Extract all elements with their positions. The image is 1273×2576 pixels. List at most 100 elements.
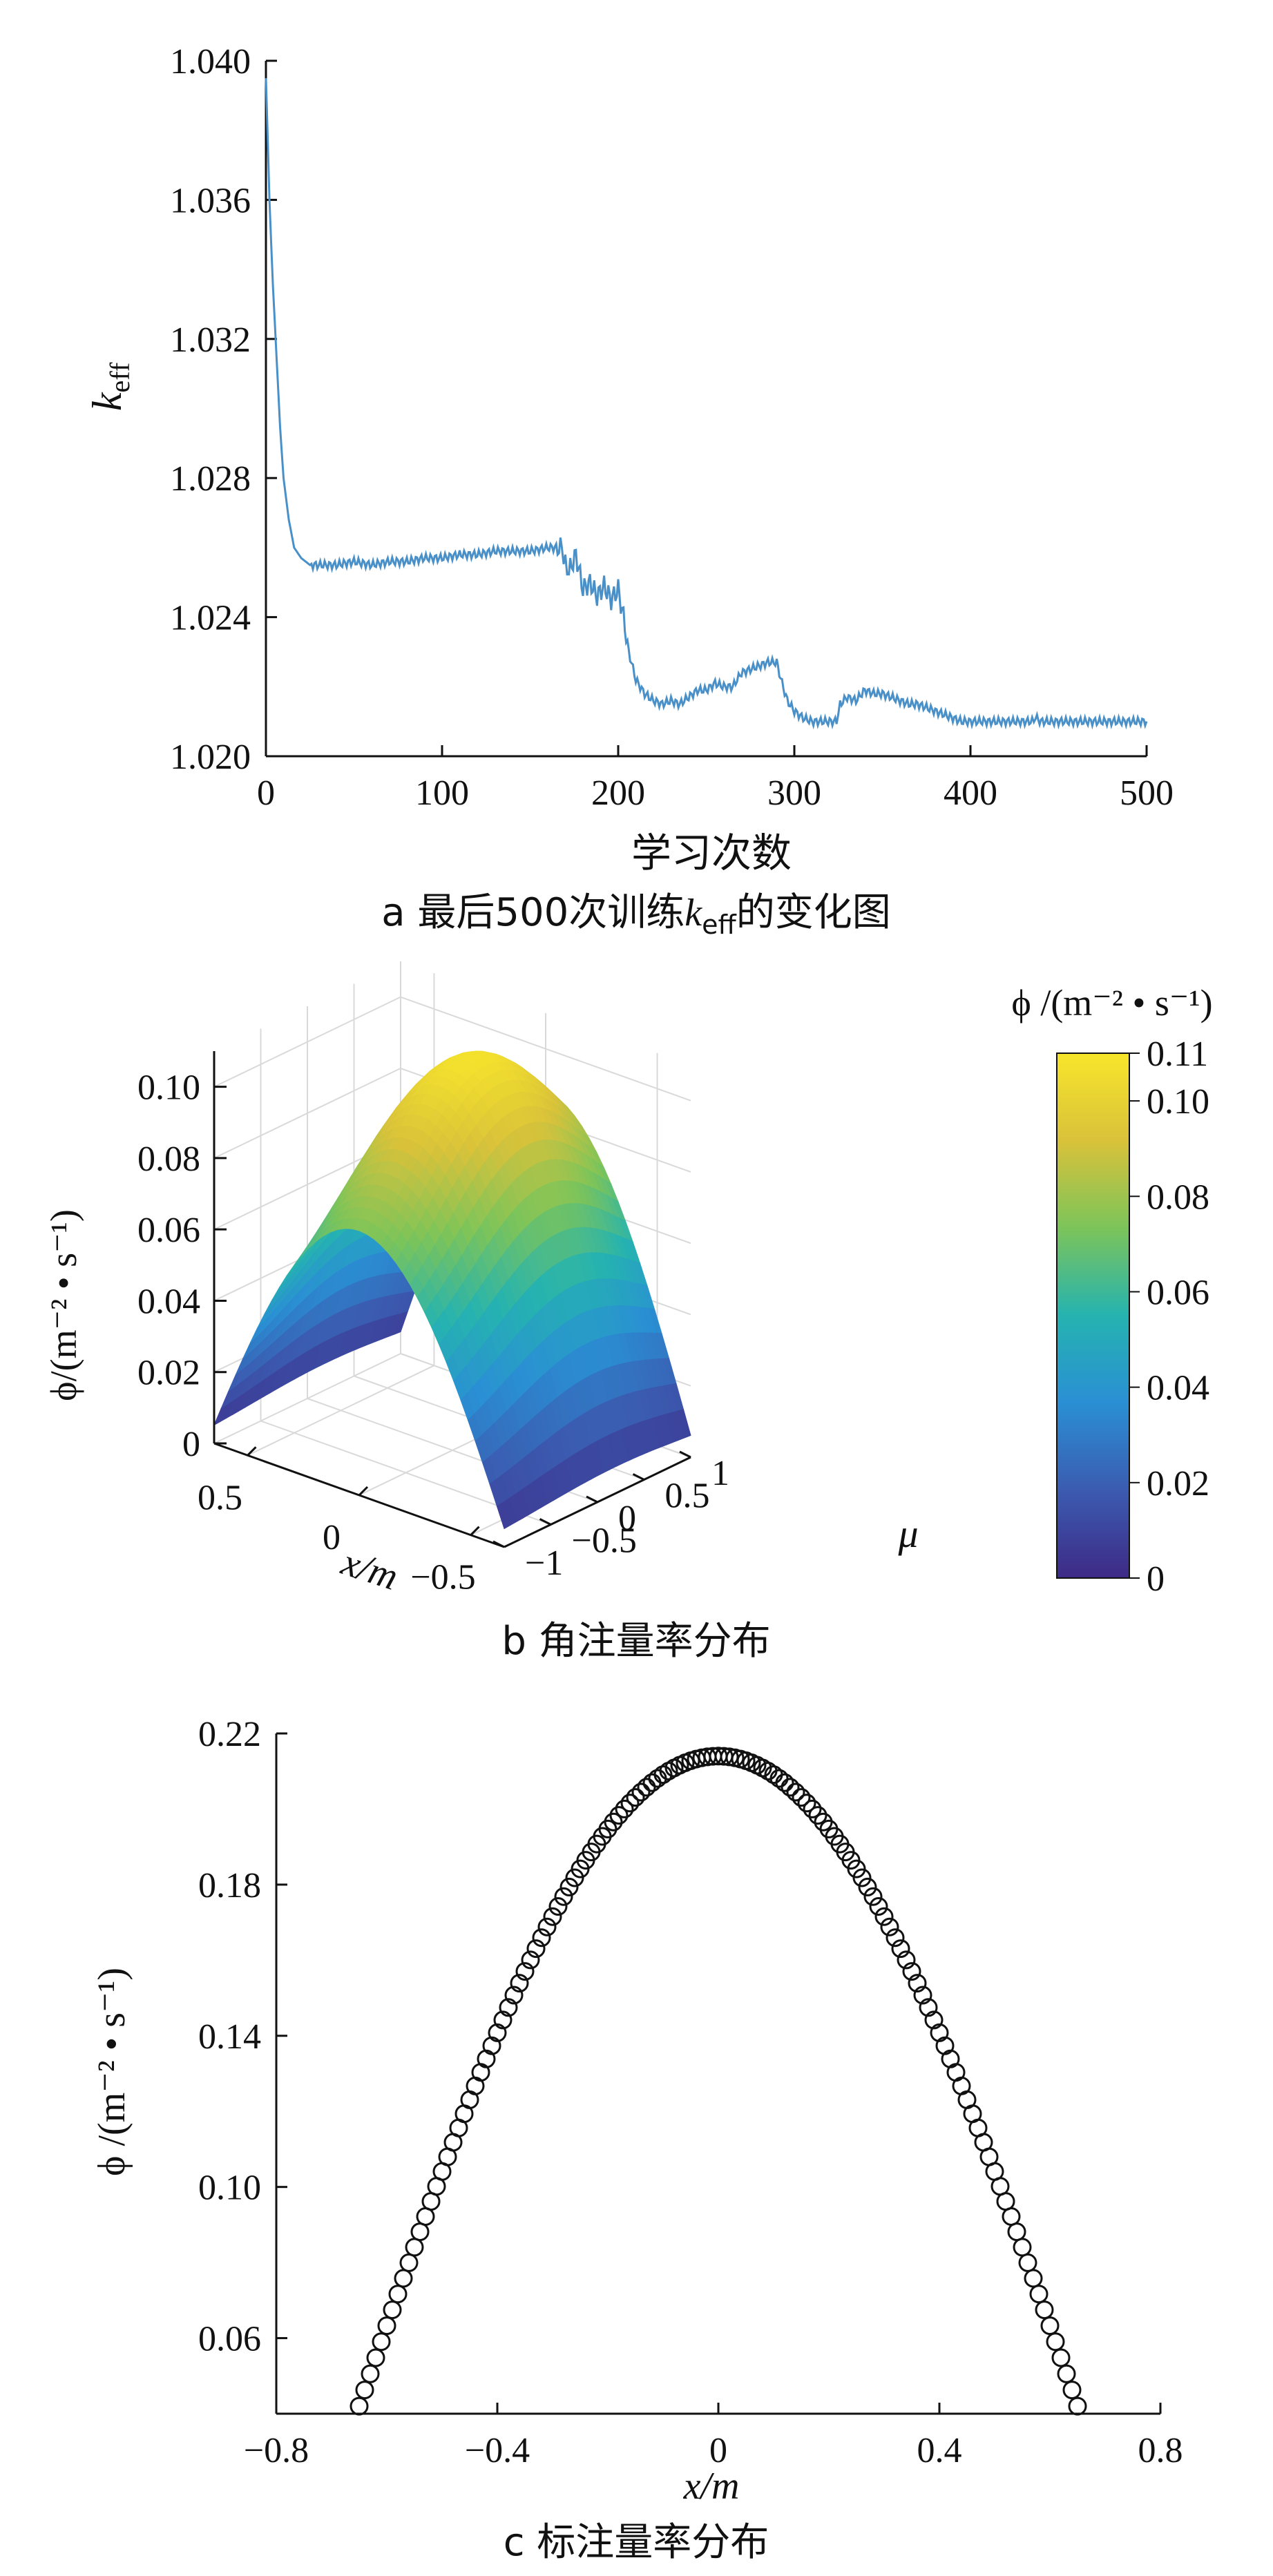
scalar-flux-point	[631, 1782, 651, 1802]
panel-c-y-axis-label: ϕ /(m⁻² • s⁻¹)	[90, 1968, 133, 2176]
panel-a-y-axis-label: keff	[84, 362, 135, 411]
scalar-flux-point	[863, 1887, 883, 1906]
panel-c-x-axis-label: x/m	[683, 2465, 740, 2508]
panel-a-x-axis-label: 学习次数	[631, 829, 792, 876]
panel-a-caption-prefix: a 最后500次训练	[381, 890, 685, 935]
scalar-flux-point	[377, 2316, 396, 2336]
panel-c-x-tick-label: 0	[709, 2431, 727, 2470]
scalar-flux-point	[924, 2010, 944, 2030]
scalar-flux-point	[615, 1799, 634, 1818]
scalar-flux-point	[897, 1950, 916, 1970]
scalar-flux-point	[642, 1773, 662, 1792]
scalar-flux-point	[532, 1928, 551, 1948]
scalar-flux-point	[908, 1974, 927, 1993]
panel-c-scalar-flux-chart: 0.060.100.140.180.22−0.8 −0.4 0 0.4 0.8 x/m …	[90, 1715, 1183, 2565]
panel-a-y-tick-label: 1.032	[170, 320, 251, 360]
panel-a-y-tick-label: 1.020	[170, 738, 251, 777]
panel-a-x-tick-label: 0	[257, 773, 275, 813]
scalar-flux-point	[1007, 2222, 1026, 2242]
scalar-flux-point	[521, 1950, 540, 1970]
panel-b-mu-tick-label: 1	[711, 1454, 729, 1493]
scalar-flux-point	[559, 1877, 579, 1896]
scalar-flux-point	[416, 2207, 435, 2226]
colorbar-title: ϕ /(m⁻² • s⁻¹)	[1011, 982, 1212, 1023]
panel-c-y-tick-label: 0.14	[198, 2017, 261, 2057]
scalar-flux-point	[350, 2396, 369, 2416]
panel-b-mu-tick	[632, 1473, 645, 1481]
colorbar	[1056, 1052, 1130, 1579]
scalar-flux-point	[919, 1998, 938, 2017]
scalar-flux-point	[361, 2364, 380, 2383]
panel-c-x-tick-label: 0.8	[1138, 2431, 1183, 2470]
scalar-flux-point	[869, 1897, 888, 1916]
panel-a-x-tick-label: 100	[415, 773, 469, 813]
scalar-flux-point	[609, 1806, 629, 1825]
panel-b-x-tick	[247, 1446, 257, 1457]
panel-c-x-tick-label: −0.4	[465, 2431, 530, 2470]
scalar-flux-point	[1013, 2238, 1032, 2257]
scalar-flux-point	[1062, 2381, 1082, 2400]
scalar-flux-point	[510, 1974, 529, 1993]
panel-b-z-tick-label: 0	[182, 1425, 200, 1464]
panel-c-y-tick-label: 0.18	[198, 1866, 261, 1905]
scalar-flux-point	[996, 2192, 1015, 2211]
scalar-flux-point	[537, 1917, 557, 1936]
scalar-flux-point	[493, 2010, 513, 2030]
angular-flux-surface	[213, 1050, 691, 1530]
panel-a-keff-chart: 1.020 1.024 1.028 1.032 1.036 1.040 0 100 200 300…	[84, 42, 1174, 940]
panel-b-z-tick-label: 0.06	[137, 1211, 200, 1250]
scalar-flux-point	[886, 1928, 905, 1948]
panel-b-mu-tick-label: 0.5	[665, 1477, 710, 1516]
panel-a-x-tick-label: 200	[591, 773, 645, 813]
panel-c-y-tick-label: 0.22	[198, 1715, 261, 1754]
panel-b-grid-line	[213, 1068, 401, 1159]
scalar-flux-point	[1068, 2396, 1087, 2416]
scalar-flux-point	[880, 1917, 899, 1936]
panel-b-x-tick-label: −0.5	[410, 1558, 475, 1597]
scalar-flux-point	[781, 1778, 800, 1797]
colorbar-tick-label: 0.10	[1147, 1082, 1209, 1122]
scalar-flux-point	[526, 1939, 546, 1959]
panel-a-y-tick-label: 1.040	[170, 42, 251, 81]
keff-series-line	[265, 78, 1148, 730]
scalar-flux-point	[1035, 2300, 1054, 2320]
panel-a-caption-sub: eff	[702, 910, 736, 940]
panel-b-mu-tick	[679, 1450, 691, 1459]
scalar-flux-point	[1057, 2364, 1076, 2383]
scalar-flux-point	[410, 2222, 430, 2242]
panel-a-y-tick-label: 1.024	[170, 599, 251, 638]
panel-b-z-tick-label: 0.02	[137, 1354, 200, 1393]
panel-b-mu-tick	[492, 1540, 505, 1548]
scalar-flux-point	[858, 1877, 877, 1896]
scalar-flux-point	[366, 2348, 385, 2367]
panel-b-grid-line	[213, 1353, 401, 1444]
scalar-flux-point	[1051, 2348, 1071, 2367]
scalar-flux-point	[499, 1998, 518, 2017]
panel-a-tick-labels: 1.020 1.024 1.028 1.032 1.036 1.040 0 100 200 300…	[170, 42, 1174, 813]
scalar-flux-point	[548, 1897, 568, 1916]
colorbar-tick-label: 0.08	[1147, 1178, 1209, 1217]
scalar-flux-point	[488, 2023, 507, 2042]
panel-c-y-tick-label: 0.06	[198, 2320, 261, 2359]
panel-b-tick-labels: 00.020.040.060.080.100.50−0.5 −1−0.500.51	[137, 1068, 729, 1597]
colorbar-tick-labels: 0 0.02 0.04 0.06 0.08 0.10 0.11	[1129, 1035, 1209, 1599]
scalar-flux-point	[913, 1986, 932, 2005]
panel-b-x-tick-label: 0.5	[198, 1478, 242, 1517]
scalar-flux-point	[383, 2300, 402, 2320]
panel-c-x-tick-label: −0.8	[244, 2431, 309, 2470]
scalar-flux-point	[891, 1939, 910, 1959]
panel-a-y-tick-label: 1.028	[170, 459, 251, 499]
scalar-flux-point	[394, 2269, 413, 2288]
panel-a-caption: a 最后500次训练keff的变化图	[381, 890, 890, 940]
panel-c-x-tick-label: 0.4	[917, 2431, 962, 2470]
scalar-flux-point	[399, 2253, 419, 2272]
panel-b-x-tick-label: 0	[323, 1518, 341, 1557]
scalar-flux-point	[852, 1868, 872, 1887]
panel-a-y-label-sub: eff	[104, 362, 135, 392]
panel-c-tick-labels: 0.06 0.10 0.14 0.18 0.22 −0.8 −0.4 0 0.4 0.8	[198, 1715, 1183, 2470]
scalar-flux-points	[350, 1747, 1087, 2416]
panel-b-mu-tick	[586, 1495, 598, 1503]
panel-a-axes	[265, 59, 1148, 758]
scalar-flux-point	[792, 1788, 811, 1807]
colorbar-tick-label: 0.06	[1147, 1273, 1209, 1312]
